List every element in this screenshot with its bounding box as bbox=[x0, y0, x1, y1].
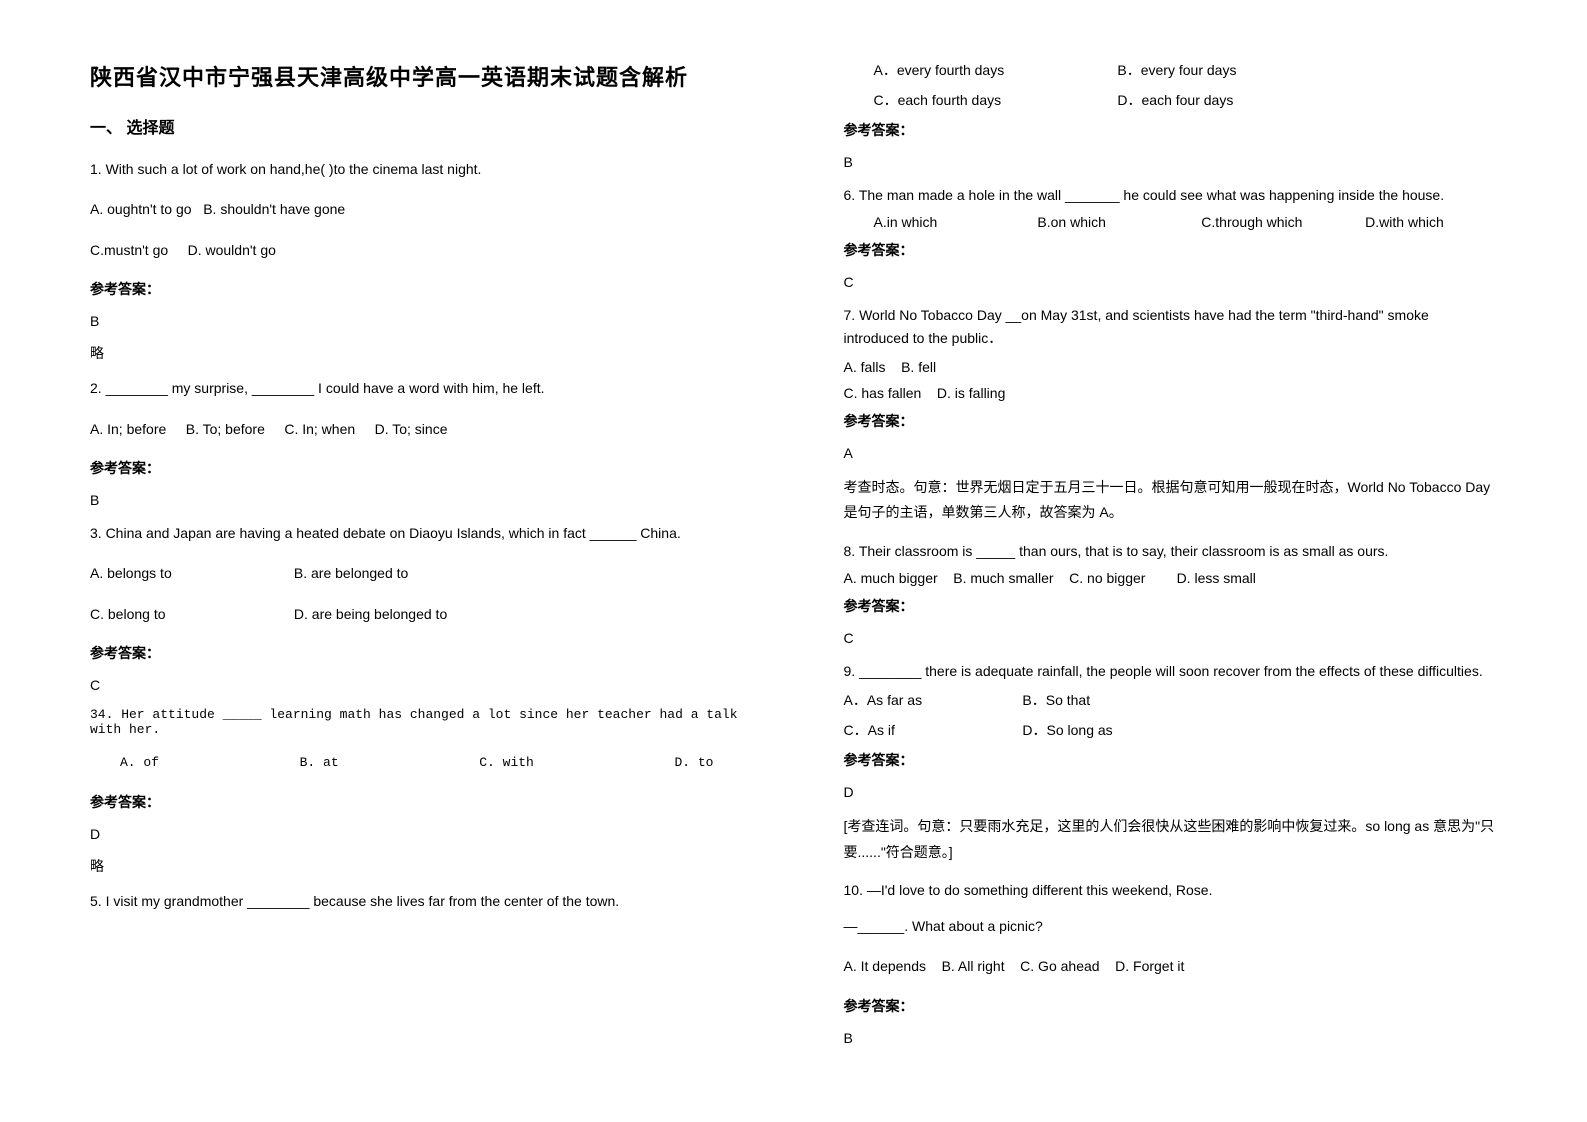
q6-text: 6. The man made a hole in the wall _____… bbox=[844, 184, 1498, 206]
q6-answer: C bbox=[844, 274, 1498, 290]
q9-opt-a: A．As far as bbox=[844, 690, 1019, 710]
q5-answer-label: 参考答案： bbox=[844, 120, 1498, 140]
q5-text: 5. I visit my grandmother ________ becau… bbox=[90, 890, 744, 912]
q5-options-ab: A．every fourth days B．every four days bbox=[844, 60, 1498, 80]
q3-text: 3. China and Japan are having a heated d… bbox=[90, 522, 744, 544]
q1-opt-d: D. wouldn't go bbox=[188, 242, 276, 258]
q9-text: 9. ________ there is adequate rainfall, … bbox=[844, 660, 1498, 682]
q10-opt-a: A. It depends bbox=[844, 958, 927, 974]
q8-answer-label: 参考答案： bbox=[844, 596, 1498, 616]
q5-opt-a: A．every fourth days bbox=[874, 60, 1114, 80]
q1-opt-a: A. oughtn't to go bbox=[90, 201, 192, 217]
q7-explain: 考查时态。句意：世界无烟日定于五月三十一日。根据句意可知用一般现在时态，Worl… bbox=[844, 475, 1498, 525]
q4-answer-label: 参考答案： bbox=[90, 792, 744, 812]
q7-text: 7. World No Tobacco Day __on May 31st, a… bbox=[844, 304, 1498, 349]
q8-opt-c: C. no bigger bbox=[1069, 570, 1145, 586]
q9-options-cd: C．As if D．So long as bbox=[844, 720, 1498, 740]
q10-answer: B bbox=[844, 1030, 1498, 1046]
q8-text: 8. Their classroom is _____ than ours, t… bbox=[844, 540, 1498, 562]
q8-options: A. much bigger B. much smaller C. no big… bbox=[844, 570, 1498, 586]
q4-options: A. of B. at C. with D. to bbox=[90, 753, 744, 774]
q10-options: A. It depends B. All right C. Go ahead D… bbox=[844, 955, 1498, 977]
q6-options: A.in which B.on which C.through which D.… bbox=[844, 214, 1498, 230]
q4-opt-c: C. with bbox=[479, 753, 534, 774]
q1-opt-c: C.mustn't go bbox=[90, 242, 168, 258]
q4-text: 34. Her attitude _____ learning math has… bbox=[90, 707, 744, 737]
q9-options-ab: A．As far as B．So that bbox=[844, 690, 1498, 710]
q9-answer-label: 参考答案： bbox=[844, 750, 1498, 770]
q5-opt-c: C．each fourth days bbox=[874, 90, 1114, 110]
q9-explain: [考查连词。句意：只要雨水充足，这里的人们会很快从这些困难的影响中恢复过来。so… bbox=[844, 814, 1498, 864]
q7-answer-label: 参考答案： bbox=[844, 411, 1498, 431]
q2-options: A. In; before B. To; before C. In; when … bbox=[90, 418, 744, 440]
q2-opt-c: C. In; when bbox=[284, 421, 355, 437]
q5-options-cd: C．each fourth days D．each four days bbox=[844, 90, 1498, 110]
right-column: A．every fourth days B．every four days C．… bbox=[794, 0, 1587, 1122]
q7-opt-a: A. falls bbox=[844, 359, 886, 375]
q2-opt-d: D. To; since bbox=[375, 421, 448, 437]
q1-text: 1. With such a lot of work on hand,he( )… bbox=[90, 158, 744, 180]
q6-opt-c: C.through which bbox=[1201, 214, 1361, 230]
q6-answer-label: 参考答案： bbox=[844, 240, 1498, 260]
q3-options-cd: C. belong to D. are being belonged to bbox=[90, 603, 744, 625]
q10-answer-label: 参考答案： bbox=[844, 996, 1498, 1016]
q5-opt-b: B．every four days bbox=[1117, 62, 1236, 78]
q9-opt-c: C．As if bbox=[844, 720, 1019, 740]
q7-opt-c: C. has fallen bbox=[844, 385, 922, 401]
q6-opt-d: D.with which bbox=[1365, 214, 1444, 230]
q10-opt-d: D. Forget it bbox=[1115, 958, 1184, 974]
q9-answer: D bbox=[844, 784, 1498, 800]
q5-answer: B bbox=[844, 154, 1498, 170]
q7-opt-d: D. is falling bbox=[937, 385, 1005, 401]
q1-options-cd: C.mustn't go D. wouldn't go bbox=[90, 239, 744, 261]
q9-opt-d: D．So long as bbox=[1022, 722, 1112, 738]
page-title: 陕西省汉中市宁强县天津高级中学高一英语期末试题含解析 bbox=[90, 60, 744, 92]
q6-opt-a: A.in which bbox=[874, 214, 1034, 230]
q3-opt-c: C. belong to bbox=[90, 603, 290, 625]
q2-answer-label: 参考答案： bbox=[90, 458, 744, 478]
q2-opt-a: A. In; before bbox=[90, 421, 166, 437]
q1-note: 略 bbox=[90, 343, 744, 363]
q4-opt-b: B. at bbox=[300, 753, 339, 774]
q3-opt-d: D. are being belonged to bbox=[294, 606, 447, 622]
q7-options-cd: C. has fallen D. is falling bbox=[844, 385, 1498, 401]
q1-answer: B bbox=[90, 313, 744, 329]
q2-text: 2. ________ my surprise, ________ I coul… bbox=[90, 377, 744, 399]
q8-answer: C bbox=[844, 630, 1498, 646]
q10-text1: 10. —I'd love to do something different … bbox=[844, 879, 1498, 901]
q1-opt-b: B. shouldn't have gone bbox=[203, 201, 345, 217]
q1-options-ab: A. oughtn't to go B. shouldn't have gone bbox=[90, 198, 744, 220]
q2-answer: B bbox=[90, 492, 744, 508]
q1-answer-label: 参考答案： bbox=[90, 279, 744, 299]
q8-opt-b: B. much smaller bbox=[953, 570, 1053, 586]
q10-opt-c: C. Go ahead bbox=[1020, 958, 1099, 974]
q9-opt-b: B．So that bbox=[1022, 692, 1090, 708]
q3-opt-b: B. are belonged to bbox=[294, 565, 408, 581]
q4-opt-a: A. of bbox=[120, 753, 159, 774]
q8-opt-a: A. much bigger bbox=[844, 570, 938, 586]
q10-text2: —______. What about a picnic? bbox=[844, 915, 1498, 937]
q7-options-ab: A. falls B. fell bbox=[844, 359, 1498, 375]
q3-answer: C bbox=[90, 677, 744, 693]
q7-opt-b: B. fell bbox=[901, 359, 936, 375]
q4-answer: D bbox=[90, 826, 744, 842]
q3-opt-a: A. belongs to bbox=[90, 562, 290, 584]
q3-options-ab: A. belongs to B. are belonged to bbox=[90, 562, 744, 584]
q3-answer-label: 参考答案： bbox=[90, 643, 744, 663]
q7-answer: A bbox=[844, 445, 1498, 461]
q2-opt-b: B. To; before bbox=[186, 421, 265, 437]
q6-opt-b: B.on which bbox=[1037, 214, 1197, 230]
section-header: 一、 选择题 bbox=[90, 114, 744, 138]
q10-opt-b: B. All right bbox=[942, 958, 1005, 974]
q8-opt-d: D. less small bbox=[1177, 570, 1256, 586]
left-column: 陕西省汉中市宁强县天津高级中学高一英语期末试题含解析 一、 选择题 1. Wit… bbox=[0, 0, 794, 1122]
q5-opt-d: D．each four days bbox=[1117, 92, 1233, 108]
q4-opt-d: D. to bbox=[674, 753, 713, 774]
q4-note: 略 bbox=[90, 856, 744, 876]
